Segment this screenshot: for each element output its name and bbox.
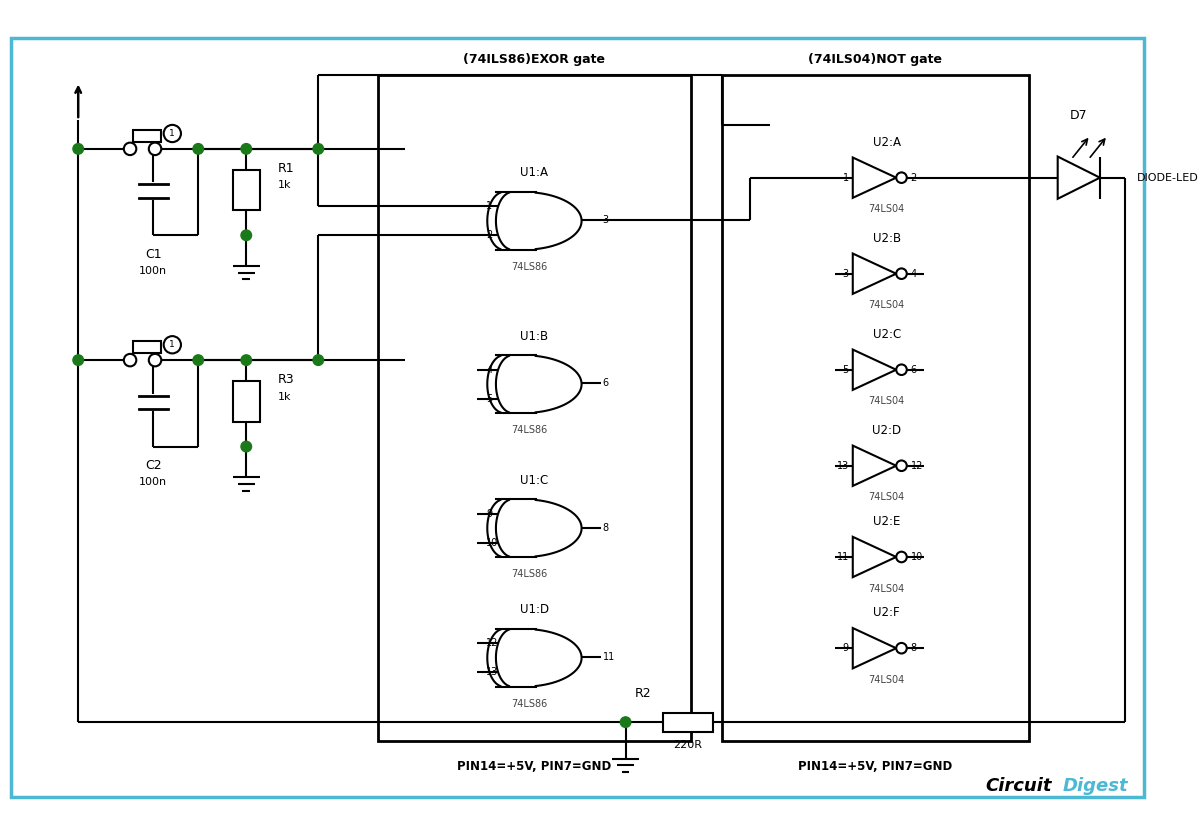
FancyBboxPatch shape	[721, 75, 1028, 742]
FancyBboxPatch shape	[133, 130, 161, 142]
Text: 1: 1	[486, 202, 492, 212]
Circle shape	[124, 354, 137, 366]
Circle shape	[149, 354, 161, 366]
FancyBboxPatch shape	[11, 39, 1144, 797]
Text: Circuit: Circuit	[985, 777, 1052, 794]
Circle shape	[149, 142, 161, 155]
Text: U1:D: U1:D	[520, 603, 548, 616]
Circle shape	[896, 172, 907, 183]
FancyBboxPatch shape	[133, 341, 161, 353]
Text: R1: R1	[278, 161, 294, 174]
Circle shape	[896, 643, 907, 653]
Text: U2:B: U2:B	[872, 231, 901, 244]
Text: D7: D7	[1070, 109, 1087, 122]
Circle shape	[241, 143, 252, 154]
Text: (74ILS04)NOT gate: (74ILS04)NOT gate	[809, 53, 942, 66]
Circle shape	[620, 717, 631, 728]
Text: U2:E: U2:E	[874, 515, 900, 528]
Text: 5: 5	[842, 365, 848, 374]
Circle shape	[163, 125, 181, 142]
FancyBboxPatch shape	[378, 75, 691, 742]
FancyBboxPatch shape	[664, 713, 713, 732]
Text: 74LS04: 74LS04	[869, 492, 905, 503]
Text: 74LS04: 74LS04	[869, 397, 905, 407]
Text: 74LS86: 74LS86	[511, 262, 547, 272]
Text: 3: 3	[602, 216, 608, 226]
Text: (74ILS86)EXOR gate: (74ILS86)EXOR gate	[463, 53, 605, 66]
Text: U2:F: U2:F	[874, 607, 900, 619]
Text: 13: 13	[836, 461, 848, 471]
Circle shape	[313, 355, 324, 365]
Text: PIN14=+5V, PIN7=GND: PIN14=+5V, PIN7=GND	[457, 760, 612, 773]
Text: 12: 12	[486, 639, 499, 649]
Text: 12: 12	[911, 461, 923, 471]
Circle shape	[241, 441, 252, 452]
Text: 74LS04: 74LS04	[869, 300, 905, 310]
Text: 5: 5	[486, 393, 492, 403]
Text: 6: 6	[602, 379, 608, 388]
Text: 74LS04: 74LS04	[869, 204, 905, 214]
Text: 2: 2	[486, 230, 492, 240]
Text: 74LS04: 74LS04	[869, 675, 905, 685]
Text: 4: 4	[486, 365, 492, 374]
Text: 74LS86: 74LS86	[511, 699, 547, 709]
Text: 1k: 1k	[278, 392, 292, 402]
Text: R2: R2	[635, 687, 652, 700]
Text: 74LS86: 74LS86	[511, 570, 547, 579]
Circle shape	[73, 143, 84, 154]
Text: 8: 8	[602, 523, 608, 532]
Circle shape	[241, 355, 252, 365]
Circle shape	[73, 355, 84, 365]
Text: 4: 4	[911, 268, 917, 279]
Text: Digest: Digest	[1062, 777, 1128, 794]
Text: DIODE-LED: DIODE-LED	[1136, 173, 1198, 183]
Circle shape	[193, 143, 204, 154]
Circle shape	[124, 142, 137, 155]
Text: U2:D: U2:D	[872, 424, 901, 437]
Text: U1:B: U1:B	[521, 330, 548, 342]
Text: 9: 9	[486, 509, 492, 518]
Text: U2:A: U2:A	[872, 136, 901, 149]
Circle shape	[896, 461, 907, 471]
Circle shape	[896, 551, 907, 562]
Circle shape	[313, 143, 324, 154]
Text: 74LS86: 74LS86	[511, 425, 547, 435]
Text: 220R: 220R	[673, 740, 702, 751]
Circle shape	[896, 268, 907, 279]
Text: C1: C1	[145, 248, 162, 261]
Text: 74LS04: 74LS04	[869, 584, 905, 593]
Text: PIN14=+5V, PIN7=GND: PIN14=+5V, PIN7=GND	[798, 760, 953, 773]
Text: 8: 8	[911, 644, 917, 653]
Text: R3: R3	[278, 373, 294, 386]
Text: 3: 3	[842, 268, 848, 279]
Text: 6: 6	[911, 365, 917, 374]
Text: C2: C2	[145, 459, 162, 472]
Text: 1: 1	[169, 129, 175, 138]
Text: 1: 1	[169, 340, 175, 349]
Text: 2: 2	[911, 173, 917, 183]
Text: 100n: 100n	[139, 477, 167, 487]
Text: 100n: 100n	[139, 266, 167, 276]
FancyBboxPatch shape	[233, 170, 259, 211]
Text: 1k: 1k	[278, 180, 292, 190]
Text: 10: 10	[486, 537, 498, 547]
Text: U1:A: U1:A	[521, 166, 548, 179]
Text: 1: 1	[842, 173, 848, 183]
Circle shape	[896, 365, 907, 375]
Circle shape	[241, 230, 252, 240]
FancyBboxPatch shape	[233, 381, 259, 421]
Text: U2:C: U2:C	[872, 328, 901, 341]
Circle shape	[163, 336, 181, 353]
Text: 11: 11	[602, 652, 614, 663]
Text: 11: 11	[836, 552, 848, 562]
Text: U1:C: U1:C	[521, 474, 548, 486]
Circle shape	[193, 355, 204, 365]
Text: 13: 13	[486, 667, 498, 677]
Text: 9: 9	[842, 644, 848, 653]
Text: 10: 10	[911, 552, 923, 562]
